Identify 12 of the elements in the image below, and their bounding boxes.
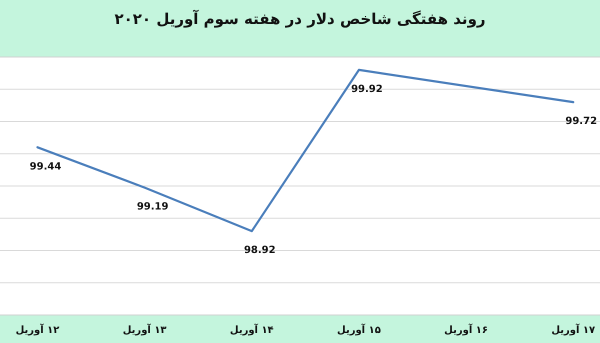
x-tick-label: ۱۵ آوریل: [337, 323, 381, 336]
data-label: 99.72: [565, 116, 598, 128]
data-label: 99.19: [136, 202, 168, 213]
x-tick-label: ۱۶ آوریل: [444, 323, 488, 336]
x-tick-label: ۱۷ آوریل: [551, 323, 596, 336]
chart-title: روند هفتگی شاخص دلار در هفته سوم آوریل ۲۰۲۰: [114, 9, 486, 28]
x-tick-label: ۱۴ آوریل: [230, 323, 274, 336]
data-label: 98.92: [244, 245, 276, 256]
data-label: 99.44: [30, 161, 62, 172]
x-tick-label: ۱۲ آوریل: [16, 323, 60, 336]
data-label: 99.92: [351, 84, 383, 95]
x-tick-label: ۱۳ آوریل: [122, 323, 167, 336]
